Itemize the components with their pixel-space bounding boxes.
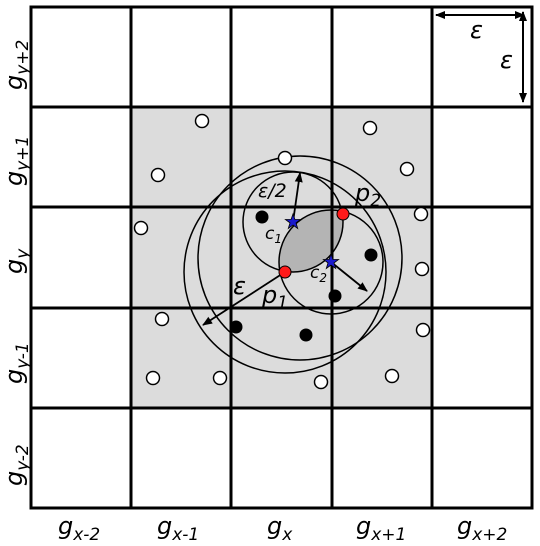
filled-point	[365, 249, 378, 262]
open-point	[415, 208, 428, 221]
column-label: gx-1	[157, 512, 199, 545]
open-point	[416, 263, 429, 276]
open-point	[135, 222, 148, 235]
row-label: gy-1	[0, 342, 33, 384]
row-label: gy+2	[0, 40, 33, 90]
column-label: gx-2	[58, 512, 100, 545]
open-point	[279, 152, 292, 165]
column-label: gx	[267, 512, 293, 545]
point-p1	[279, 266, 291, 278]
epsilon-height-label: ε	[500, 46, 513, 74]
filled-point	[230, 321, 243, 334]
open-point	[364, 122, 377, 135]
open-point	[315, 376, 328, 389]
filled-point	[256, 211, 269, 224]
epsilon-width-label: ε	[470, 16, 483, 44]
open-point	[401, 163, 414, 176]
open-point	[196, 115, 209, 128]
open-point	[156, 313, 169, 326]
open-point	[417, 324, 430, 337]
open-point	[147, 372, 160, 385]
open-point	[386, 370, 399, 383]
column-label: gx+2	[457, 512, 507, 545]
row-labels: gy+2 gy+1 gy gy-1 gy-2	[0, 40, 33, 486]
row-label: gy-2	[0, 444, 33, 486]
point-p2	[337, 208, 349, 220]
row-label: gy	[0, 248, 33, 274]
column-label: gx+1	[356, 512, 406, 545]
row-label: gy+1	[0, 136, 33, 186]
filled-point	[300, 329, 313, 342]
epsilon-radius-label: ε	[233, 272, 246, 300]
open-point	[152, 169, 165, 182]
half-epsilon-label: ε/2	[258, 180, 287, 202]
open-point	[214, 372, 227, 385]
filled-point	[329, 290, 342, 303]
column-labels: gx-2 gx-1 gx gx+1 gx+2	[58, 512, 507, 545]
